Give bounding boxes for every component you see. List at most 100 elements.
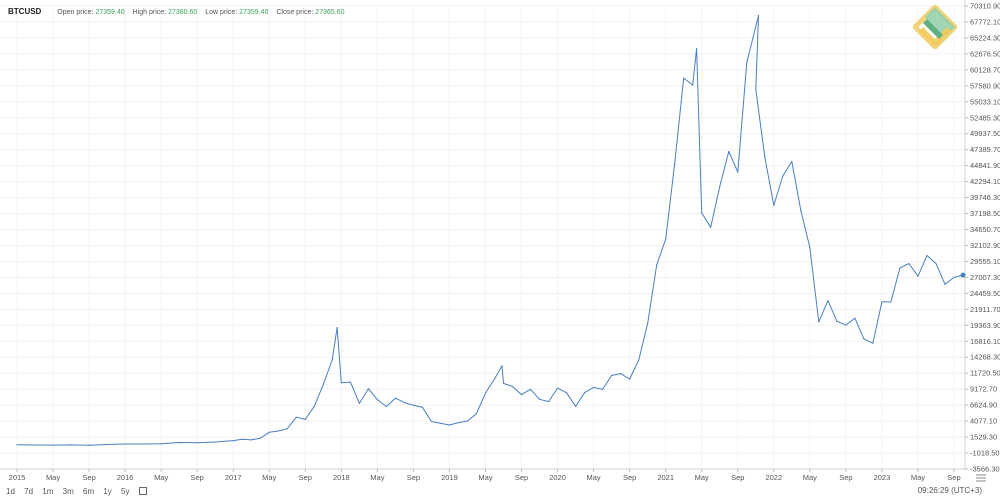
data-point bbox=[88, 444, 90, 446]
data-point bbox=[52, 444, 54, 446]
data-point bbox=[160, 443, 162, 445]
data-point bbox=[926, 254, 928, 257]
grid bbox=[0, 5, 965, 470]
data-point bbox=[890, 301, 892, 303]
data-point bbox=[701, 212, 703, 214]
series-layer bbox=[16, 14, 966, 446]
symbol-label: BTCUSD bbox=[8, 7, 42, 16]
data-point bbox=[430, 420, 433, 423]
y-tick-label: 14268.30 bbox=[970, 353, 1000, 362]
x-tick-label: May bbox=[587, 473, 601, 482]
x-tick-label: Sep bbox=[299, 473, 312, 482]
calendar-icon[interactable] bbox=[138, 487, 147, 495]
data-point bbox=[881, 301, 883, 303]
x-tick-label: 2021 bbox=[657, 473, 674, 482]
data-point bbox=[70, 444, 72, 446]
data-point bbox=[529, 388, 532, 390]
range-6m-button[interactable]: 6m bbox=[83, 487, 95, 496]
data-point bbox=[611, 374, 613, 377]
high-price-value: 27380.60 bbox=[168, 9, 198, 16]
x-axis: 2015 May Sep 2016 May Sep 2017 May Sep 2018 May Sep… bbox=[0, 468, 965, 482]
data-point bbox=[620, 373, 622, 375]
y-tick-label: 32102.90 bbox=[970, 241, 1000, 250]
x-tick-label: May bbox=[478, 473, 492, 482]
x-tick-label: 2018 bbox=[333, 473, 350, 482]
clock-label: 09:26:29 (UTC+3) bbox=[917, 486, 982, 495]
data-point bbox=[854, 317, 856, 319]
data-point bbox=[295, 416, 297, 418]
range-3m-button[interactable]: 3m bbox=[62, 487, 74, 496]
data-point bbox=[394, 397, 396, 399]
data-point bbox=[232, 439, 234, 442]
data-point bbox=[674, 162, 676, 164]
data-point bbox=[757, 14, 760, 17]
y-tick-label: 62676.50 bbox=[970, 49, 1000, 58]
data-point bbox=[336, 326, 338, 329]
low-price-value: 27359.40 bbox=[239, 9, 269, 16]
data-point bbox=[367, 388, 369, 390]
data-point bbox=[908, 263, 910, 265]
y-tick-label: 9172.70 bbox=[970, 385, 997, 394]
data-point bbox=[511, 385, 514, 388]
data-point bbox=[800, 209, 802, 211]
data-point bbox=[349, 381, 351, 383]
data-point bbox=[696, 48, 698, 50]
data-point bbox=[124, 443, 126, 445]
range-1d-button[interactable]: 1d bbox=[6, 487, 15, 496]
data-point bbox=[196, 442, 198, 444]
x-tick-label: 2022 bbox=[765, 473, 782, 482]
data-point bbox=[809, 246, 811, 248]
data-point bbox=[34, 444, 36, 446]
x-tick-label: Sep bbox=[407, 473, 420, 482]
y-tick-label: -3566.30 bbox=[970, 465, 1000, 474]
data-point bbox=[764, 156, 766, 158]
data-point bbox=[214, 441, 216, 443]
y-tick-label: 44841.90 bbox=[970, 161, 1000, 170]
range-7d-button[interactable]: 7d bbox=[24, 487, 34, 496]
y-tick-label: 47389.70 bbox=[970, 145, 1000, 154]
data-point bbox=[268, 431, 270, 433]
data-point bbox=[944, 283, 946, 285]
range-1m-button[interactable]: 1m bbox=[42, 487, 54, 496]
data-point bbox=[629, 378, 631, 380]
data-point bbox=[773, 204, 775, 206]
y-tick-label: 16816.10 bbox=[970, 337, 1000, 346]
x-tick-label: May bbox=[154, 473, 168, 482]
x-tick-label: Sep bbox=[839, 473, 852, 482]
data-point bbox=[439, 422, 442, 424]
y-axis: 70310.90 67772.10 65224.30 62676.50 60128.70… bbox=[964, 0, 1000, 474]
chart-settings-icon[interactable] bbox=[976, 474, 986, 482]
low-price-label: Low price: bbox=[205, 9, 238, 16]
data-point bbox=[818, 321, 820, 323]
y-tick-label: 24459.50 bbox=[970, 289, 1000, 298]
last-price-marker bbox=[960, 272, 966, 278]
data-point bbox=[322, 384, 324, 386]
data-point bbox=[340, 382, 342, 384]
data-point bbox=[313, 405, 315, 407]
data-point bbox=[385, 405, 387, 408]
data-point bbox=[638, 359, 640, 361]
data-point bbox=[656, 264, 658, 266]
range-5y-button[interactable]: 5y bbox=[121, 487, 130, 496]
data-point bbox=[448, 424, 451, 426]
high-price-label: High price: bbox=[132, 9, 167, 16]
data-point bbox=[593, 386, 595, 389]
y-tick-label: 60128.70 bbox=[970, 65, 1000, 74]
data-point bbox=[565, 392, 568, 394]
y-tick-label: 42294.10 bbox=[970, 177, 1000, 186]
y-tick-label: 70310.90 bbox=[970, 2, 1000, 11]
range-toolbar: 1d 7d 1m 3m 6m 1y 5y bbox=[6, 487, 154, 496]
data-point bbox=[250, 439, 252, 441]
data-point bbox=[899, 267, 901, 269]
data-point bbox=[106, 443, 108, 446]
data-point bbox=[584, 391, 586, 394]
x-tick-label: May bbox=[911, 473, 925, 482]
x-tick-label: Sep bbox=[191, 473, 204, 482]
data-point bbox=[16, 444, 18, 446]
range-1y-button[interactable]: 1y bbox=[103, 487, 112, 496]
data-point bbox=[836, 320, 838, 322]
data-point bbox=[376, 399, 378, 401]
data-point bbox=[538, 398, 541, 400]
data-point bbox=[556, 387, 559, 389]
